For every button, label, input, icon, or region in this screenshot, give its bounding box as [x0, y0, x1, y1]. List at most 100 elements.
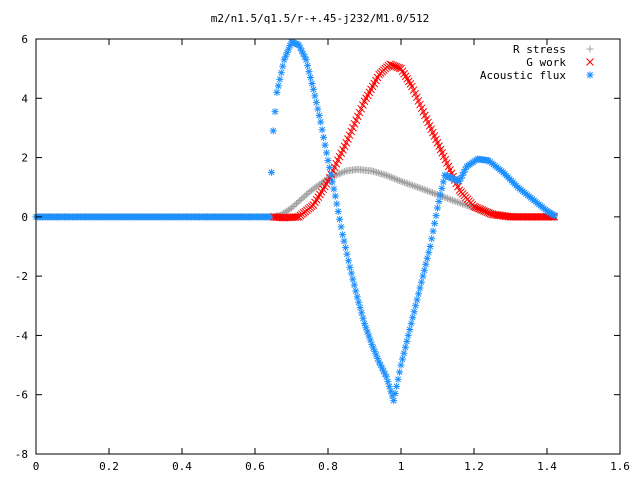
- data-point: [283, 49, 291, 57]
- data-point: [347, 269, 355, 277]
- series-g-work: [269, 60, 559, 222]
- data-point: [586, 45, 594, 53]
- data-point: [458, 200, 466, 208]
- data-point: [378, 364, 386, 372]
- y-tick-label: 2: [21, 152, 28, 165]
- data-point: [427, 188, 435, 196]
- data-point: [308, 79, 316, 87]
- data-point: [398, 355, 406, 363]
- data-point: [457, 174, 465, 182]
- data-point: [328, 178, 336, 186]
- data-point: [388, 392, 396, 400]
- data-point: [288, 204, 295, 212]
- y-tick-label: -4: [15, 329, 29, 342]
- data-point: [365, 332, 373, 340]
- data-point: [293, 40, 301, 48]
- data-point: [267, 168, 275, 176]
- data-point: [428, 235, 436, 243]
- data-point: [334, 208, 342, 216]
- data-point: [390, 397, 398, 405]
- data-point: [324, 157, 332, 165]
- data-point: [357, 104, 366, 113]
- x-tick-label: 0.2: [99, 460, 119, 473]
- data-point: [391, 175, 399, 183]
- data-point: [323, 149, 331, 157]
- data-point: [452, 197, 460, 205]
- data-point: [297, 195, 305, 203]
- series-acoustic-flux: [32, 38, 558, 405]
- data-point: [356, 304, 364, 312]
- data-point: [406, 326, 414, 333]
- data-point: [311, 92, 319, 100]
- data-point: [431, 219, 439, 227]
- data-point: [429, 189, 437, 197]
- data-point: [289, 39, 297, 47]
- x-tick-label: 1: [398, 460, 405, 473]
- data-point: [424, 187, 432, 195]
- data-point: [361, 320, 368, 328]
- data-point: [404, 331, 412, 339]
- data-point: [377, 361, 385, 369]
- x-tick-label: 1.2: [464, 460, 484, 473]
- data-point: [389, 174, 397, 182]
- data-point: [586, 58, 594, 66]
- data-point: [458, 171, 466, 179]
- data-point: [461, 165, 469, 173]
- data-point: [436, 191, 444, 199]
- data-point: [375, 358, 383, 366]
- data-point: [429, 227, 437, 235]
- data-point: [344, 257, 352, 265]
- data-point: [350, 281, 358, 289]
- data-point: [400, 178, 408, 186]
- data-point: [385, 382, 393, 390]
- legend-marker: [586, 71, 594, 79]
- data-point: [289, 202, 297, 210]
- data-point: [425, 188, 433, 196]
- data-point: [269, 127, 277, 135]
- data-point: [342, 244, 350, 252]
- data-point: [420, 186, 428, 194]
- data-point: [358, 101, 367, 109]
- data-point: [397, 177, 405, 185]
- data-point: [417, 184, 425, 192]
- data-point: [396, 368, 404, 376]
- data-point: [397, 361, 405, 369]
- data-point: [439, 178, 447, 186]
- data-point: [443, 194, 451, 202]
- data-point: [438, 184, 446, 192]
- data-point: [387, 173, 395, 181]
- data-point: [291, 213, 300, 221]
- data-point: [392, 175, 400, 183]
- data-point: [363, 328, 371, 336]
- data-point: [412, 302, 420, 310]
- data-point: [336, 170, 344, 178]
- data-point: [331, 192, 339, 200]
- data-point: [382, 373, 390, 381]
- data-point: [286, 42, 294, 50]
- chart-title: m2/n1.5/q1.5/r-+.45-j232/M1.0/512: [211, 12, 430, 25]
- data-point: [371, 347, 379, 355]
- data-point: [432, 190, 440, 198]
- data-point: [422, 260, 430, 268]
- data-point: [419, 185, 427, 193]
- data-point: [339, 231, 347, 239]
- data-point: [409, 181, 417, 189]
- data-point: [346, 263, 354, 271]
- data-point: [422, 186, 430, 194]
- data-point: [454, 177, 462, 185]
- x-tick-label: 0.8: [318, 460, 338, 473]
- data-point: [362, 324, 370, 332]
- data-point: [302, 56, 310, 64]
- data-point: [399, 178, 407, 186]
- data-point: [447, 174, 455, 182]
- data-point: [290, 39, 298, 47]
- data-point: [586, 71, 594, 79]
- data-point: [327, 171, 335, 179]
- data-point: [354, 112, 362, 121]
- x-tick-label: 1.6: [610, 460, 630, 473]
- data-point: [280, 56, 288, 64]
- y-tick-label: -6: [15, 389, 28, 402]
- data-point: [407, 320, 415, 328]
